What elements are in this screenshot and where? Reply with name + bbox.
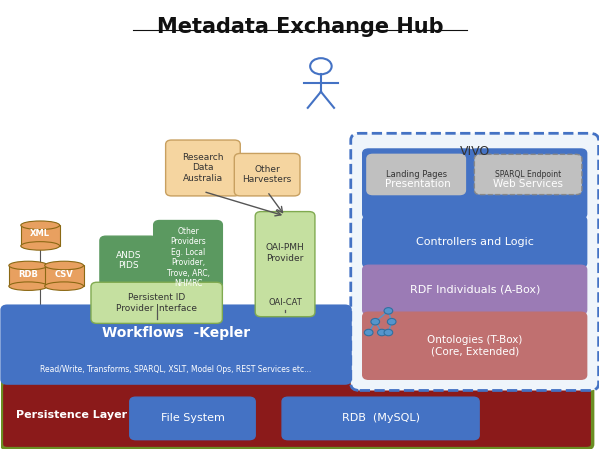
FancyBboxPatch shape (363, 265, 587, 315)
FancyBboxPatch shape (166, 140, 240, 196)
FancyBboxPatch shape (475, 154, 582, 194)
FancyBboxPatch shape (367, 154, 466, 194)
Text: Workflows  -Kepler: Workflows -Kepler (102, 326, 250, 341)
FancyBboxPatch shape (282, 397, 479, 440)
FancyBboxPatch shape (154, 220, 223, 294)
FancyBboxPatch shape (1, 382, 593, 449)
FancyBboxPatch shape (130, 397, 255, 440)
FancyBboxPatch shape (91, 282, 223, 324)
Ellipse shape (44, 282, 83, 290)
Text: Research
Data
Australia: Research Data Australia (182, 153, 224, 183)
Text: Presentation: Presentation (385, 179, 451, 189)
Text: XML: XML (30, 230, 50, 238)
FancyBboxPatch shape (1, 306, 351, 384)
FancyBboxPatch shape (470, 149, 587, 218)
FancyBboxPatch shape (255, 212, 315, 317)
Circle shape (364, 329, 373, 336)
Ellipse shape (21, 221, 59, 230)
Text: Ontologies (T-Box)
(Core, Extended): Ontologies (T-Box) (Core, Extended) (427, 335, 523, 356)
FancyBboxPatch shape (44, 266, 83, 286)
Text: Persistent ID
Provider Interface: Persistent ID Provider Interface (116, 293, 197, 312)
Text: CSV: CSV (55, 270, 73, 279)
Text: OAI-CAT: OAI-CAT (268, 298, 302, 307)
Text: Metadata Exchange Hub: Metadata Exchange Hub (157, 17, 443, 37)
Ellipse shape (44, 261, 83, 270)
FancyBboxPatch shape (363, 312, 587, 379)
Text: Persistence Layer: Persistence Layer (16, 410, 127, 420)
Circle shape (377, 329, 386, 336)
Text: Landing Pages: Landing Pages (386, 170, 447, 179)
Text: RDB: RDB (19, 270, 38, 279)
FancyBboxPatch shape (21, 225, 59, 246)
Text: OAI-PMH
Provider: OAI-PMH Provider (266, 243, 304, 263)
FancyBboxPatch shape (351, 133, 599, 391)
Ellipse shape (9, 261, 47, 270)
Circle shape (371, 319, 380, 325)
Text: Other
Providers
Eg. Local
Provider,
Trove, ARC,
NHMRC: Other Providers Eg. Local Provider, Trov… (167, 227, 209, 288)
Text: RDF Individuals (A-Box): RDF Individuals (A-Box) (409, 285, 540, 295)
Text: ANDS
PIDS: ANDS PIDS (116, 251, 141, 270)
FancyBboxPatch shape (363, 216, 587, 267)
FancyBboxPatch shape (363, 149, 473, 218)
Text: Other
Harvesters: Other Harvesters (242, 165, 292, 184)
Circle shape (388, 319, 396, 325)
Ellipse shape (9, 282, 47, 290)
FancyBboxPatch shape (9, 266, 47, 286)
Text: Web Services: Web Services (493, 179, 563, 189)
Text: Controllers and Logic: Controllers and Logic (416, 237, 533, 247)
Text: File System: File System (161, 414, 224, 423)
Text: RDB  (MySQL): RDB (MySQL) (341, 414, 419, 423)
FancyBboxPatch shape (235, 153, 300, 196)
FancyBboxPatch shape (100, 236, 157, 285)
Circle shape (384, 329, 393, 336)
Text: Read/Write, Transforms, SPARQL, XSLT, Model Ops, REST Services etc...: Read/Write, Transforms, SPARQL, XSLT, Mo… (40, 365, 312, 374)
Ellipse shape (21, 242, 59, 250)
Circle shape (384, 308, 393, 314)
Text: SPARQL Endpoint: SPARQL Endpoint (495, 170, 561, 179)
Text: VIVO: VIVO (460, 145, 490, 158)
